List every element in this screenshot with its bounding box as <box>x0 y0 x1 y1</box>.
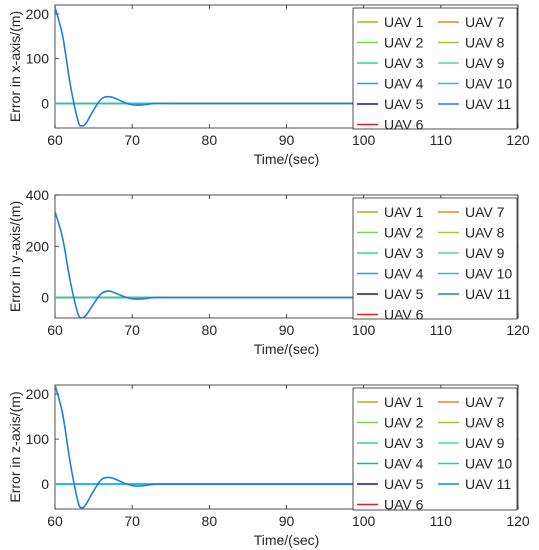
legend-label: UAV 7 <box>465 394 505 410</box>
legend-box <box>352 387 518 511</box>
x-tick-label: 100 <box>352 322 376 338</box>
x-tick-label: 60 <box>47 322 63 338</box>
x-tick-label: 70 <box>124 322 140 338</box>
y-axis-label: Error in x-axis/(m) <box>7 11 23 122</box>
chart-panel-2: 60 70 80 90 100 110 120 0 200 400 Time/(sec) Error … <box>7 187 530 357</box>
x-tick-label: 90 <box>279 322 295 338</box>
y-tick-label: 100 <box>26 431 50 447</box>
y-axis-label: Error in y-axis/(m) <box>7 201 23 312</box>
chart-panel-1: 60 70 80 90 100 110 120 0 100 200 Time/(sec) Error … <box>7 4 530 167</box>
y-tick-label: 0 <box>41 95 49 111</box>
legend-label: UAV 11 <box>465 476 511 492</box>
legend-label: UAV 3 <box>384 55 424 71</box>
x-tick-label: 60 <box>47 513 63 529</box>
series-line-uav-11 <box>54 384 518 509</box>
legend-label: UAV 2 <box>384 35 424 51</box>
x-tick-label: 120 <box>506 322 530 338</box>
legend-label: UAV 5 <box>384 476 424 492</box>
y-tick-label: 0 <box>41 290 49 306</box>
legend-label: UAV 8 <box>465 225 505 241</box>
x-axis-label: Time/(sec) <box>254 341 320 357</box>
y-tick-label: 400 <box>26 187 50 203</box>
legend-label: UAV 1 <box>384 204 424 220</box>
legend-label: UAV 10 <box>465 76 512 92</box>
x-tick-label: 70 <box>124 513 140 529</box>
x-tick-label: 110 <box>430 513 453 529</box>
legend-label: UAV 1 <box>384 394 424 410</box>
legend-label: UAV 5 <box>384 96 424 112</box>
legend-label: UAV 6 <box>384 307 424 323</box>
series-line-uav-11 <box>54 211 518 319</box>
legend-label: UAV 4 <box>384 456 424 472</box>
x-tick-label: 110 <box>430 322 453 338</box>
legend-label: UAV 5 <box>384 286 424 302</box>
legend-label: UAV 7 <box>465 204 505 220</box>
y-tick-label: 100 <box>26 51 50 67</box>
x-tick-label: 80 <box>202 132 218 148</box>
y-axis-label: Error in z-axis/(m) <box>7 391 23 502</box>
x-tick-label: 110 <box>430 132 453 148</box>
legend-label: UAV 10 <box>465 456 512 472</box>
legend-label: UAV 7 <box>465 14 505 30</box>
legend-label: UAV 4 <box>384 76 424 92</box>
x-tick-label: 60 <box>47 132 63 148</box>
legend-label: UAV 1 <box>384 14 424 30</box>
x-axis-label: Time/(sec) <box>254 532 320 548</box>
x-tick-label: 90 <box>279 513 295 529</box>
legend-label: UAV 8 <box>465 415 505 431</box>
series-line-uav-11 <box>54 7 518 127</box>
legend-label: UAV 9 <box>465 435 505 451</box>
y-tick-label: 0 <box>41 476 49 492</box>
x-tick-label: 100 <box>352 132 376 148</box>
legend-label: UAV 10 <box>465 266 512 282</box>
x-tick-label: 120 <box>506 132 530 148</box>
x-tick-label: 120 <box>506 513 530 529</box>
legend-label: UAV 6 <box>384 497 424 513</box>
legend-label: UAV 3 <box>384 245 424 261</box>
legend-label: UAV 9 <box>465 245 505 261</box>
legend-label: UAV 2 <box>384 225 424 241</box>
x-tick-label: 70 <box>124 132 140 148</box>
x-tick-label: 80 <box>202 322 218 338</box>
legend-label: UAV 9 <box>465 55 505 71</box>
legend-label: UAV 11 <box>465 286 511 302</box>
x-tick-label: 80 <box>202 513 218 529</box>
x-tick-label: 90 <box>279 132 295 148</box>
legend-label: UAV 2 <box>384 415 424 431</box>
legend-label: UAV 8 <box>465 35 505 51</box>
x-tick-label: 100 <box>352 513 376 529</box>
legend-label: UAV 11 <box>465 96 511 112</box>
x-axis-label: Time/(sec) <box>254 151 320 167</box>
legend-label: UAV 3 <box>384 435 424 451</box>
y-tick-label: 200 <box>26 238 50 254</box>
chart-panel-3: 60 70 80 90 100 110 120 0 100 200 Time/(sec) Error … <box>7 384 530 548</box>
legend-box <box>352 7 518 130</box>
legend-box <box>352 197 518 320</box>
legend-label: UAV 4 <box>384 266 424 282</box>
y-tick-label: 200 <box>26 386 50 402</box>
y-tick-label: 200 <box>26 6 50 22</box>
legend-label: UAV 6 <box>384 117 424 133</box>
